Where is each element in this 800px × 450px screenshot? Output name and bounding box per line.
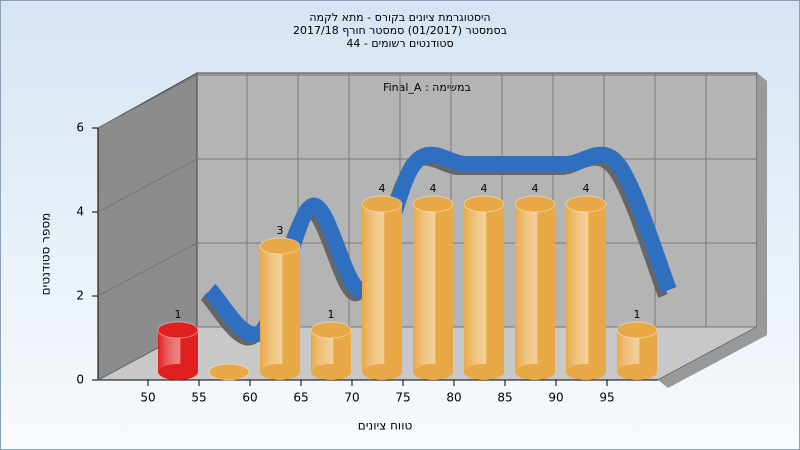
bar xyxy=(616,321,658,380)
wall-edge xyxy=(757,73,767,335)
bar-bottom xyxy=(464,364,504,380)
bar-top xyxy=(259,237,301,255)
grid-line xyxy=(97,74,198,129)
data-label: 1 xyxy=(634,308,641,321)
bar-top xyxy=(412,195,454,213)
x-tick-label: 75 xyxy=(395,391,410,405)
bar-bottom xyxy=(515,364,555,380)
bar xyxy=(259,237,301,380)
bar xyxy=(157,321,199,380)
x-tick-label: 60 xyxy=(242,391,257,405)
x-tick-label: 70 xyxy=(344,391,359,405)
x-tick-label: 90 xyxy=(548,391,563,405)
bar-bottom xyxy=(566,364,606,380)
bar-shade xyxy=(362,204,402,372)
data-label: 4 xyxy=(583,182,590,195)
y-tick-label: 6 xyxy=(76,121,84,135)
bar-bottom xyxy=(311,364,351,380)
bar xyxy=(208,363,250,381)
titles: היסטוגרמת ציונים בקורס - מתא לקמהבסמסטר … xyxy=(293,11,507,50)
x-tick-label: 50 xyxy=(140,391,155,405)
bar xyxy=(463,195,505,380)
bar-bottom xyxy=(158,364,198,380)
bar-shade xyxy=(464,204,504,372)
y-tick-label: 4 xyxy=(76,205,84,219)
data-label: 4 xyxy=(481,182,488,195)
chart-title: סטודנטים רשומים - 44 xyxy=(346,37,453,50)
grid-line xyxy=(97,158,198,213)
bar-shade xyxy=(260,246,300,372)
bar-bottom xyxy=(362,364,402,380)
data-label: 4 xyxy=(379,182,386,195)
x-axis-label: טווח ציונים xyxy=(358,419,413,433)
y-axis-label: מספר סטודנטים xyxy=(39,213,53,296)
x-tick-label: 85 xyxy=(497,391,512,405)
grid-line xyxy=(97,242,198,297)
data-label: 1 xyxy=(175,308,182,321)
annotation: Final_A : במשימה xyxy=(383,81,471,94)
bar xyxy=(565,195,607,380)
y-tick-label: 0 xyxy=(76,373,84,387)
bar-bottom xyxy=(413,364,453,380)
data-label: 3 xyxy=(277,224,284,237)
x-tick-label: 95 xyxy=(599,391,614,405)
bar xyxy=(361,195,403,380)
bar-top xyxy=(157,321,199,339)
bar xyxy=(514,195,556,380)
data-label: 1 xyxy=(328,308,335,321)
bar-top xyxy=(310,321,352,339)
bar-bottom xyxy=(617,364,657,380)
bar-top xyxy=(514,195,556,213)
bar-shade xyxy=(413,204,453,372)
data-label: 4 xyxy=(532,182,539,195)
bar-top xyxy=(565,195,607,213)
x-tick-label: 80 xyxy=(446,391,461,405)
x-tick-label: 65 xyxy=(293,391,308,405)
chart-title: היסטוגרמת ציונים בקורס - מתא לקמה xyxy=(309,11,490,24)
bar xyxy=(412,195,454,380)
bar-shade xyxy=(566,204,606,372)
x-tick-label: 55 xyxy=(191,391,206,405)
y-tick-label: 2 xyxy=(76,289,84,303)
bar-top xyxy=(463,195,505,213)
data-label: 4 xyxy=(430,182,437,195)
bar-bottom xyxy=(260,364,300,380)
chart-title: בסמסטר (01/2017) סמסטר חורף 2017/18 xyxy=(293,24,507,37)
bar-top xyxy=(616,321,658,339)
bar-top xyxy=(208,363,250,381)
bar-top xyxy=(361,195,403,213)
floor-edge xyxy=(658,327,767,388)
bar xyxy=(310,321,352,380)
bar-shade xyxy=(515,204,555,372)
